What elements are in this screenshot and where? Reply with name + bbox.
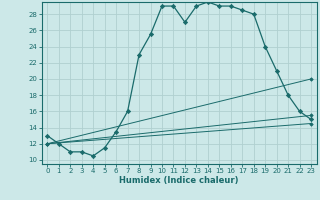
X-axis label: Humidex (Indice chaleur): Humidex (Indice chaleur) — [119, 176, 239, 185]
